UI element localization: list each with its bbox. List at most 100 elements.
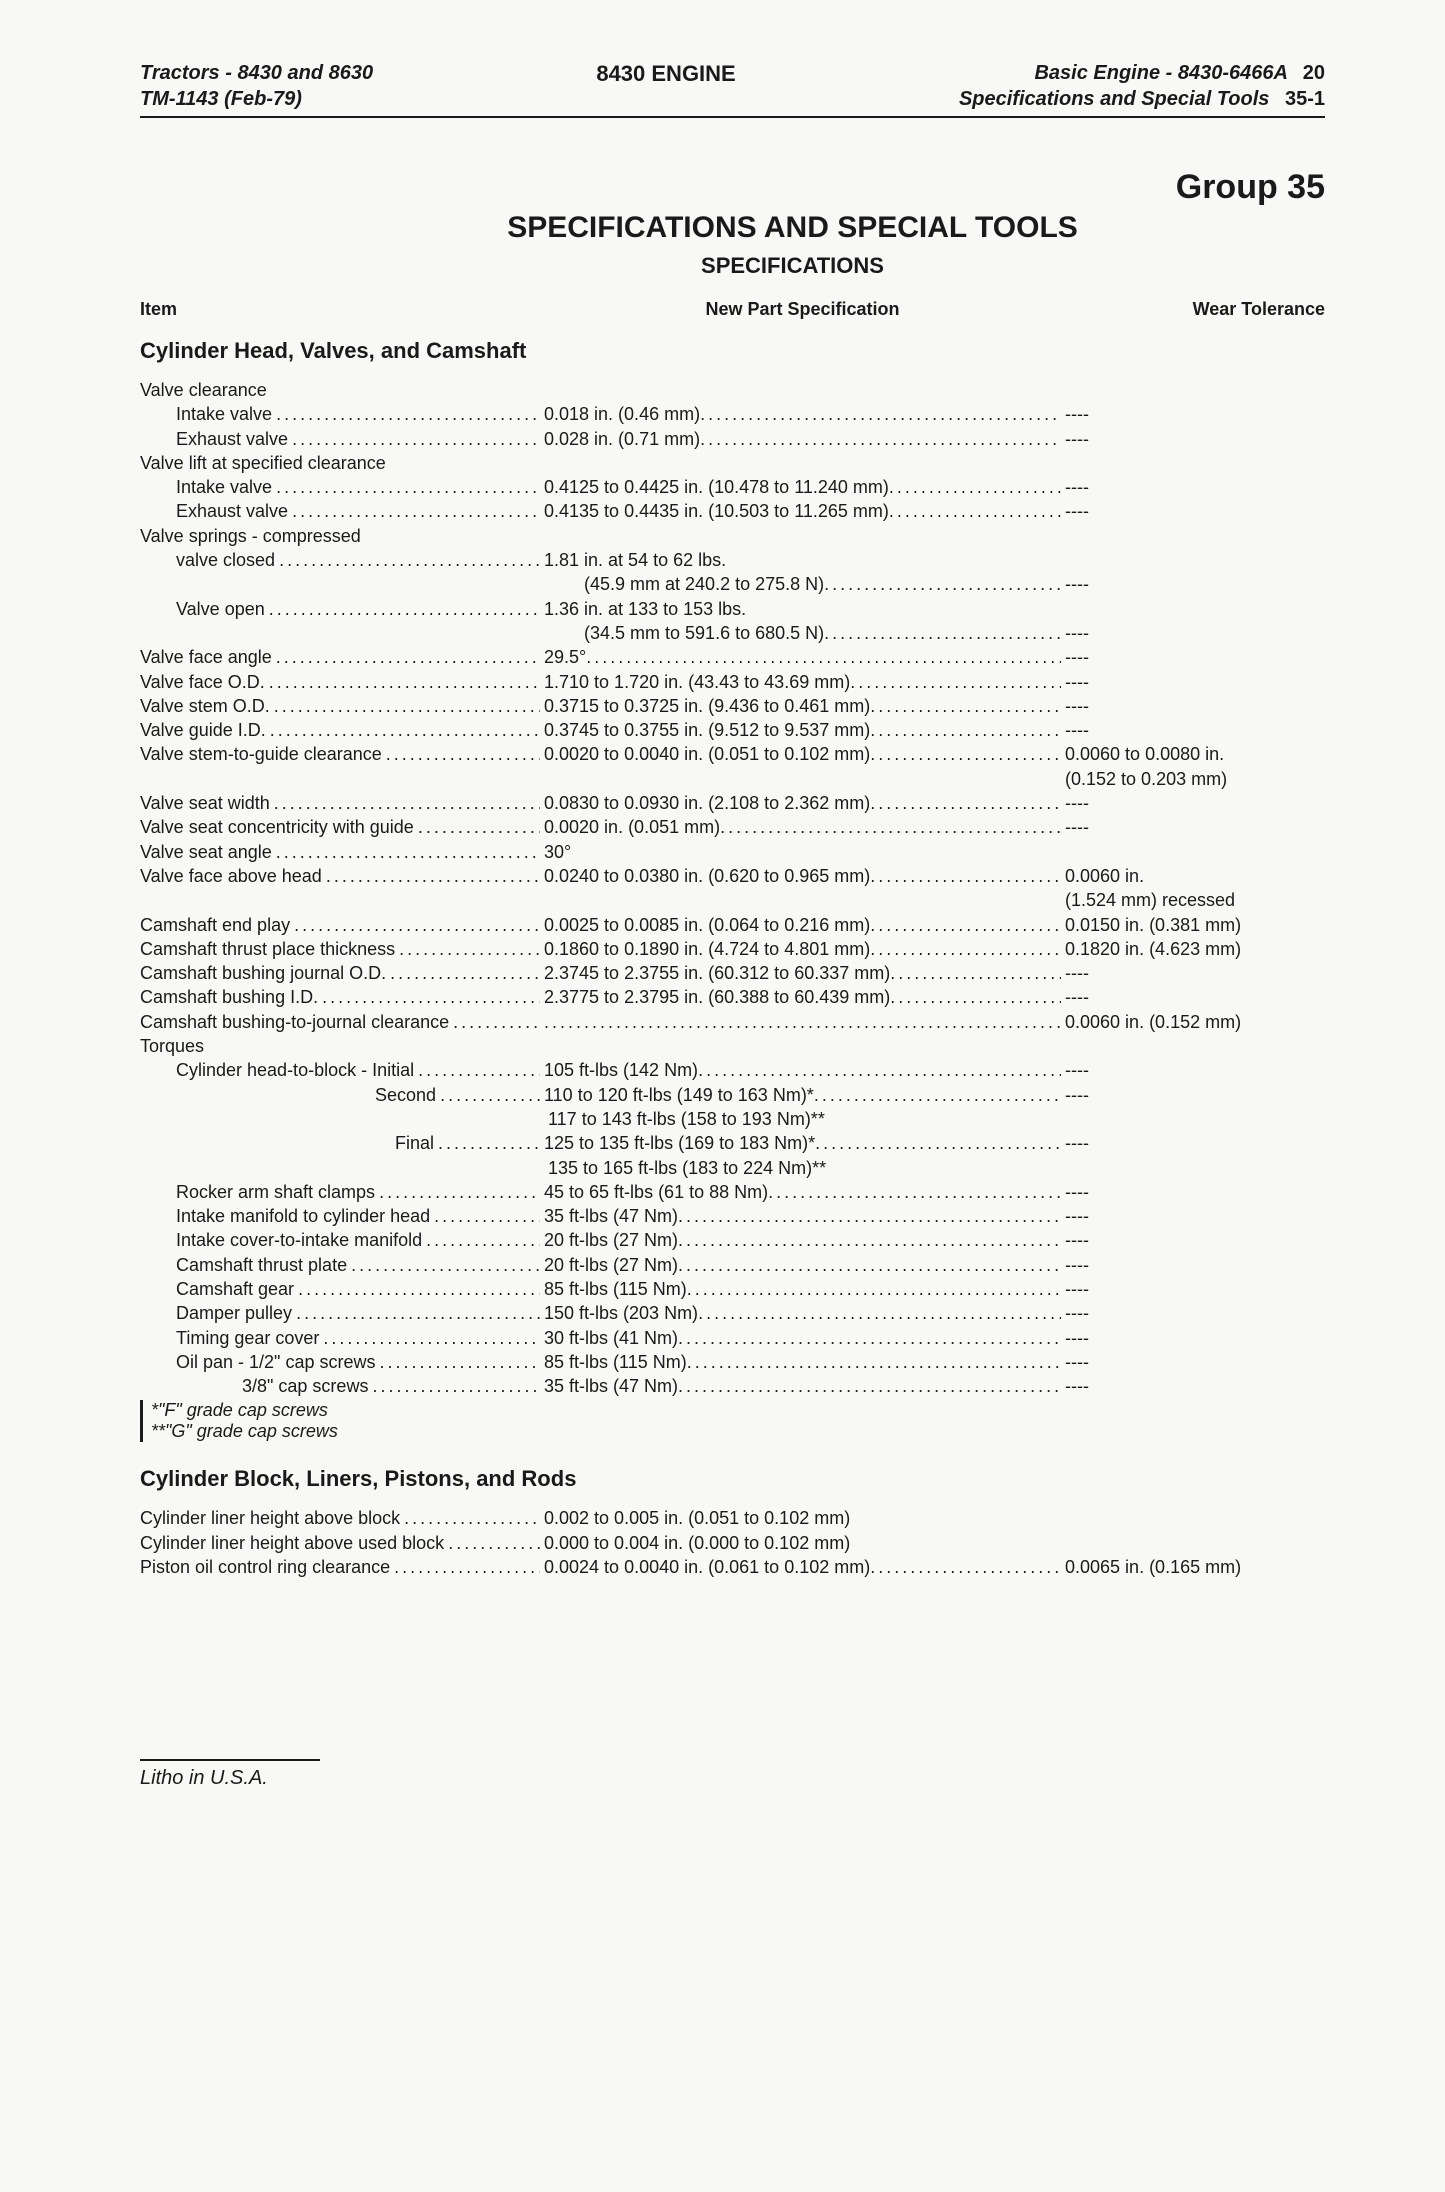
dot-leader (870, 694, 1061, 718)
spec-row: (1.524 mm) recessed (140, 888, 1325, 912)
dot-leader (269, 670, 540, 694)
dot-leader (870, 742, 1061, 766)
dot-leader (418, 815, 540, 839)
spec-label: Valve open (140, 597, 269, 621)
dot-leader (279, 548, 540, 572)
label-group: Intake valve (140, 475, 540, 499)
spec-wear: ---- (1061, 427, 1325, 451)
header-tractors: Tractors - 8430 and 8630 (140, 60, 373, 86)
label-group: Valve seat concentricity with guide (140, 815, 540, 839)
label-group: Final (140, 1131, 540, 1155)
spec-value: 0.0024 to 0.0040 in. (0.061 to 0.102 mm) (540, 1555, 870, 1579)
spec-row: Valve lift at specified clearance (140, 451, 1325, 475)
dot-leader (586, 645, 1061, 669)
dot-leader (698, 1301, 1061, 1325)
page-header: Tractors - 8430 and 8630 TM-1143 (Feb-79… (140, 60, 1325, 112)
spec-wear: ---- (1061, 1083, 1325, 1107)
dot-leader (390, 961, 540, 985)
spec-label: Final (140, 1131, 438, 1155)
footnote-f: *"F" grade cap screws (151, 1400, 1325, 1421)
spec-wear: ---- (1061, 1326, 1325, 1350)
dot-leader (700, 427, 1061, 451)
spec-wear: ---- (1061, 402, 1325, 426)
spec-wear: 0.0060 in. (1061, 864, 1325, 888)
spec-wear: ---- (1061, 1131, 1325, 1155)
dot-leader (394, 1555, 540, 1579)
label-group: Valve face above head (140, 864, 540, 888)
dot-leader (399, 937, 540, 961)
spec-row: Camshaft bushing I.D.2.3775 to 2.3795 in… (140, 985, 1325, 1009)
spec-label: Camshaft thrust place thickness (140, 937, 399, 961)
dot-leader (351, 1253, 540, 1277)
dot-leader (292, 427, 540, 451)
spec-value: 0.4125 to 0.4425 in. (10.478 to 11.240 m… (540, 475, 889, 499)
spec-value: 1.81 in. at 54 to 62 lbs. (540, 548, 726, 572)
spec-label (140, 621, 580, 645)
spec-wear: ---- (1061, 621, 1325, 645)
spec-label: Camshaft gear (140, 1277, 298, 1301)
column-headers: Item New Part Specification Wear Toleran… (140, 299, 1325, 320)
spec-row: Cylinder liner height above used block0.… (140, 1531, 1325, 1555)
dot-leader (296, 1301, 540, 1325)
dot-leader (276, 645, 540, 669)
spec-label: Intake valve (140, 475, 276, 499)
spec-row: Valve clearance (140, 378, 1325, 402)
dot-leader (889, 475, 1061, 499)
label-group: Rocker arm shaft clamps (140, 1180, 540, 1204)
label-group: Intake cover-to-intake manifold (140, 1228, 540, 1252)
spec-label: Camshaft thrust plate (140, 1253, 351, 1277)
spec-group-label: Valve springs - compressed (140, 524, 365, 548)
dot-leader (889, 499, 1061, 523)
spec-row: valve closed1.81 in. at 54 to 62 lbs. (140, 548, 1325, 572)
label-group: Cylinder liner height above block (140, 1506, 540, 1530)
dot-leader (292, 499, 540, 523)
spec-value: (45.9 mm at 240.2 to 275.8 N) (580, 572, 824, 596)
spec-row: Piston oil control ring clearance0.0024 … (140, 1555, 1325, 1579)
dot-leader (418, 1058, 540, 1082)
footnote-g: **"G" grade cap screws (151, 1421, 1325, 1442)
spec-label: Camshaft end play (140, 913, 294, 937)
spec-label: Oil pan - 1/2" cap screws (140, 1350, 379, 1374)
dot-leader (870, 913, 1061, 937)
spec-wear: ---- (1061, 1228, 1325, 1252)
spec-wear: ---- (1061, 985, 1325, 1009)
spec-wear: ---- (1061, 1180, 1325, 1204)
spec-row: Valve stem-to-guide clearance0.0020 to 0… (140, 742, 1325, 766)
spec-value: 20 ft-lbs (27 Nm) (540, 1253, 678, 1277)
header-tm: TM-1143 (Feb-79) (140, 86, 373, 112)
spec-group-label: Valve lift at specified clearance (140, 451, 390, 475)
spec-value: 150 ft-lbs (203 Nm) (540, 1301, 698, 1325)
spec-row: 3/8" cap screws35 ft-lbs (47 Nm)---- (140, 1374, 1325, 1398)
spec-value: 0.0240 to 0.0380 in. (0.620 to 0.965 mm) (540, 864, 870, 888)
spec-wear: ---- (1061, 718, 1325, 742)
spec-label: Rocker arm shaft clamps (140, 1180, 379, 1204)
spec-value: 1.36 in. at 133 to 153 lbs. (540, 597, 746, 621)
spec-row: Valve face above head0.0240 to 0.0380 in… (140, 864, 1325, 888)
dot-leader (294, 913, 540, 937)
spec-row: Exhaust valve0.028 in. (0.71 mm)---- (140, 427, 1325, 451)
spec-value: (34.5 mm to 591.6 to 680.5 N) (580, 621, 824, 645)
spec-value: 29.5° (540, 645, 586, 669)
spec-wear: 0.1820 in. (4.623 mm) (1061, 937, 1325, 961)
spec-row: Intake cover-to-intake manifold20 ft-lbs… (140, 1228, 1325, 1252)
spec-value: 0.1860 to 0.1890 in. (4.724 to 4.801 mm) (540, 937, 870, 961)
spec-row: Final125 to 135 ft-lbs (169 to 183 Nm)*-… (140, 1131, 1325, 1155)
col-spec: New Part Specification (540, 299, 1065, 320)
dot-leader (276, 402, 540, 426)
header-engine: 8430 ENGINE (596, 60, 735, 89)
label-group: valve closed (140, 548, 540, 572)
spec-value: 110 to 120 ft-lbs (149 to 163 Nm)* (540, 1083, 814, 1107)
dot-leader (276, 840, 540, 864)
spec-row: Valve guide I.D.0.3745 to 0.3755 in. (9.… (140, 718, 1325, 742)
spec-label: Cylinder liner height above block (140, 1506, 404, 1530)
label-group: Damper pulley (140, 1301, 540, 1325)
header-rule (140, 116, 1325, 118)
spec-wear: ---- (1061, 1374, 1325, 1398)
dot-leader (700, 402, 1061, 426)
dot-leader (890, 985, 1061, 1009)
spec-label: Valve seat width (140, 791, 274, 815)
spec-row: Intake valve0.018 in. (0.46 mm)---- (140, 402, 1325, 426)
spec-value: 85 ft-lbs (115 Nm) (540, 1277, 687, 1301)
footer-rule (140, 1759, 320, 1761)
label-group: Valve stem O.D. (140, 694, 540, 718)
